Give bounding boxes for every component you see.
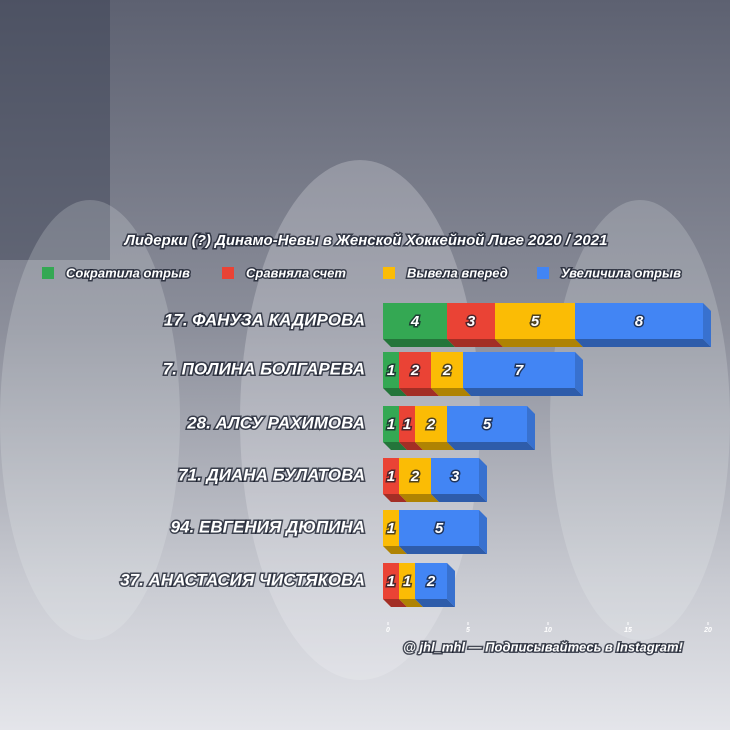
value-label: 5: [531, 313, 540, 330]
legend-label: Вывела вперед: [407, 265, 508, 280]
bar-segment: [399, 458, 439, 502]
value-label: 1: [403, 416, 411, 433]
legend-label: Сократила отрыв: [66, 265, 190, 280]
bar-segment: [415, 563, 455, 607]
bar-segment: [431, 458, 487, 502]
x-tick-label: 5: [466, 627, 470, 634]
bar-segment: [495, 303, 583, 347]
legend-swatch: [537, 267, 549, 279]
bar-segment: [383, 303, 455, 347]
x-tick-label: 0: [386, 627, 390, 634]
x-tick-label: 10: [544, 627, 552, 634]
value-label: 1: [387, 416, 395, 433]
chart-title: Лидерки (?) Динамо-Невы в Женской Хоккей…: [124, 232, 608, 249]
value-label: 3: [467, 313, 476, 330]
legend-swatch: [42, 267, 54, 279]
value-label: 4: [410, 313, 420, 330]
bar-segment: [575, 303, 711, 347]
value-label: 2: [410, 468, 420, 485]
value-label: 2: [442, 362, 452, 379]
value-label: 7: [515, 362, 524, 379]
value-label: 2: [426, 573, 436, 590]
value-label: 1: [387, 573, 395, 590]
value-label: 1: [387, 468, 395, 485]
value-label: 2: [410, 362, 420, 379]
legend-label: Увеличила отрыв: [561, 265, 681, 280]
legend-swatch: [222, 267, 234, 279]
background-shape: [0, 0, 110, 260]
category-label: 94. ЕВГЕНИЯ ДЮПИНА: [171, 517, 365, 536]
category-label: 37. АНАСТАСИЯ ЧИСТЯКОВА: [120, 570, 365, 589]
bar-segment: [383, 352, 407, 396]
value-label: 8: [635, 313, 644, 330]
value-label: 5: [435, 520, 444, 537]
category-label: 17. ФАНУЗА КАДИРОВА: [164, 310, 365, 329]
bar-segment: [431, 352, 471, 396]
category-label: 28. АЛСУ РАХИМОВА: [186, 413, 365, 432]
legend-swatch: [383, 267, 395, 279]
footer: @ jhl_mhl — Подписывайтесь в Instagram!: [403, 639, 683, 654]
bar-segment: [447, 406, 535, 450]
legend-label: Сравняла счет: [246, 265, 346, 280]
bar-segment: [447, 303, 503, 347]
value-label: 1: [403, 573, 411, 590]
x-tick-label: 20: [703, 627, 712, 634]
value-label: 5: [483, 416, 492, 433]
value-label: 2: [426, 416, 436, 433]
background-shape: [0, 200, 180, 640]
category-label: 71. ДИАНА БУЛАТОВА: [178, 465, 365, 484]
bar-segment: [399, 510, 487, 554]
bar-segment: [399, 352, 439, 396]
bar-segment: [463, 352, 583, 396]
value-label: 1: [387, 362, 395, 379]
category-label: 7. ПОЛИНА БОЛГАРЕВА: [163, 359, 365, 378]
x-tick-label: 15: [624, 627, 632, 634]
value-label: 1: [387, 520, 395, 537]
value-label: 3: [451, 468, 460, 485]
bar-segment: [415, 406, 455, 450]
